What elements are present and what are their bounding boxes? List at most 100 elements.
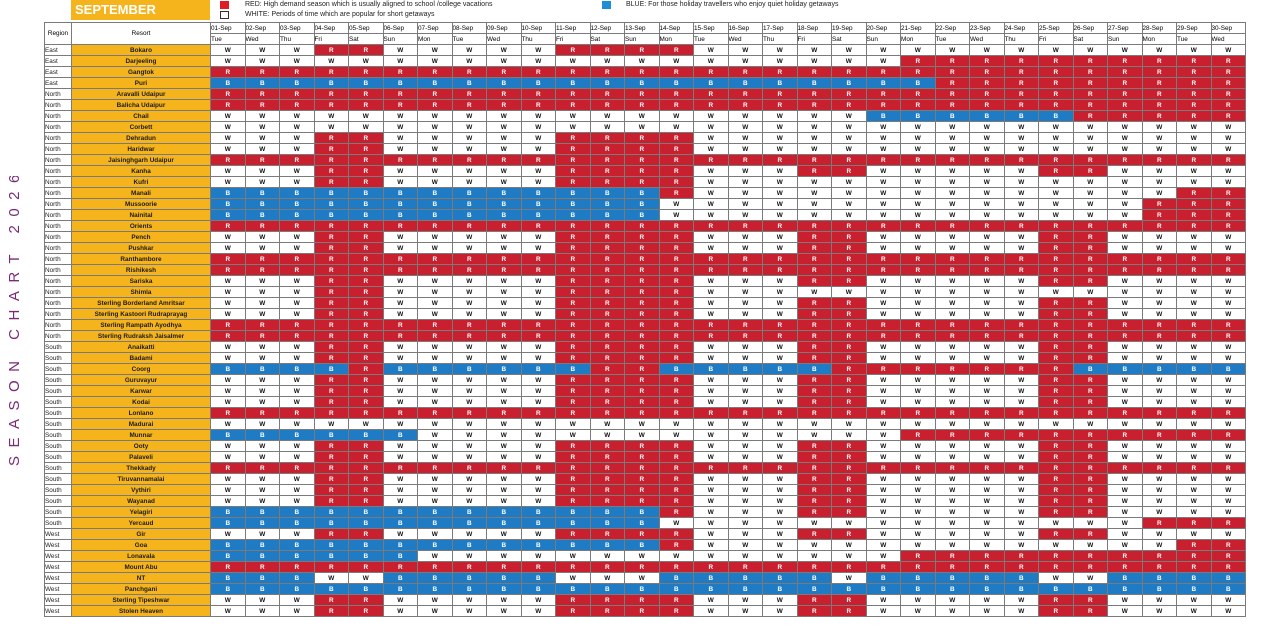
season-cell: W <box>1210 121 1246 133</box>
season-cell: W <box>382 286 418 298</box>
season-cell: W <box>1003 440 1039 452</box>
season-cell: B <box>244 550 280 562</box>
season-cell: R <box>658 297 694 309</box>
season-cell: W <box>486 341 522 353</box>
season-cell: W <box>1141 308 1177 320</box>
season-cell: R <box>969 99 1005 111</box>
season-cell: W <box>279 396 315 408</box>
season-cell: W <box>796 286 832 298</box>
season-cell: R <box>1210 99 1246 111</box>
season-cell: R <box>1072 220 1108 232</box>
season-cell: W <box>451 451 487 463</box>
season-cell: R <box>279 407 315 419</box>
season-cell: W <box>382 308 418 320</box>
season-cell: R <box>1003 220 1039 232</box>
resort-row: North Rishikesh R R R R R R R R R R R R R R R R R R R R R R R R R R… <box>44 264 1246 276</box>
season-cell: W <box>382 242 418 254</box>
resort-row: North Kufri W W W R R W W W W W R R R R W W W W W W W W W W W W W W W W <box>44 176 1246 188</box>
resort-name-cell: Mussoorie <box>71 198 211 210</box>
season-cell: W <box>1141 473 1177 485</box>
resort-name-cell: Ooty <box>71 440 211 452</box>
season-cell: R <box>796 473 832 485</box>
season-cell: W <box>486 440 522 452</box>
season-cell: B <box>451 572 487 584</box>
resort-name-cell: Jaisinghgarh Udaipur <box>71 154 211 166</box>
season-cell: W <box>865 143 901 155</box>
season-cell: W <box>1003 495 1039 507</box>
season-cell: W <box>831 550 867 562</box>
season-cell: W <box>451 242 487 254</box>
season-cell: R <box>348 286 384 298</box>
season-cell: W <box>900 528 936 540</box>
season-cell: R <box>624 176 660 188</box>
season-cell: R <box>1107 561 1143 573</box>
season-cell: R <box>762 462 798 474</box>
season-cell: W <box>1107 528 1143 540</box>
season-cell: W <box>451 308 487 320</box>
weekday-header: Mon <box>658 33 694 45</box>
season-cell: W <box>417 176 453 188</box>
season-cell: R <box>555 451 591 463</box>
season-cell: R <box>727 88 763 100</box>
season-cell: W <box>762 429 798 441</box>
season-cell: W <box>865 484 901 496</box>
season-cell: R <box>1107 77 1143 89</box>
season-cell: B <box>313 550 349 562</box>
season-cell: W <box>762 385 798 397</box>
season-cell: B <box>244 187 280 199</box>
date-header: 26-Sep <box>1072 22 1108 34</box>
season-cell: R <box>934 99 970 111</box>
season-cell: R <box>1210 110 1246 122</box>
season-cell: R <box>1072 253 1108 265</box>
season-cell: R <box>313 374 349 386</box>
weekday-header: Thu <box>279 33 315 45</box>
season-cell: W <box>1176 242 1212 254</box>
season-cell: W <box>382 143 418 155</box>
season-cell: R <box>658 187 694 199</box>
season-cell: W <box>279 484 315 496</box>
resort-row: North Balicha Udaipur R R R R R R R R R R R R R R R R R R R R… <box>44 99 1246 111</box>
season-cell: R <box>348 440 384 452</box>
season-cell: R <box>658 451 694 463</box>
season-cell: W <box>1141 396 1177 408</box>
season-cell: R <box>658 264 694 276</box>
season-cell: W <box>865 286 901 298</box>
season-cell: R <box>313 319 349 331</box>
season-cell: R <box>1176 330 1212 342</box>
season-cell: W <box>969 506 1005 518</box>
season-cell: W <box>279 44 315 56</box>
season-cell: W <box>1038 517 1074 529</box>
season-cell: W <box>313 110 349 122</box>
season-cell: R <box>348 330 384 342</box>
season-cell: W <box>417 528 453 540</box>
season-cell: W <box>244 121 280 133</box>
season-cell: W <box>900 143 936 155</box>
season-cell: W <box>693 385 729 397</box>
resort-row: West Gir W W W R R W W W W W R R R R W W W R R W W W W W R R W W W W <box>44 528 1246 540</box>
resort-row: South Madurai W W W W W W W W W W W W W W W W W W W W W W W W W W W W… <box>44 418 1246 430</box>
region-cell: North <box>44 143 72 155</box>
season-cell: R <box>1141 88 1177 100</box>
resort-name-cell: Anaikatti <box>71 341 211 353</box>
season-cell: R <box>727 220 763 232</box>
season-cell: B <box>1141 572 1177 584</box>
season-cell: R <box>589 132 625 144</box>
season-cell: W <box>934 484 970 496</box>
season-cell: W <box>762 528 798 540</box>
season-cell: W <box>693 473 729 485</box>
season-cell: R <box>1038 297 1074 309</box>
season-cell: R <box>210 561 246 573</box>
weekday-header: Sun <box>624 33 660 45</box>
season-cell: R <box>1038 220 1074 232</box>
resort-header: Resort <box>71 22 211 45</box>
season-cell: W <box>382 528 418 540</box>
season-cell: W <box>244 374 280 386</box>
season-cell: R <box>1141 198 1177 210</box>
season-cell: R <box>658 495 694 507</box>
season-cell: W <box>934 176 970 188</box>
season-cell: W <box>1176 297 1212 309</box>
season-cell: R <box>417 99 453 111</box>
season-cell: B <box>520 77 556 89</box>
season-cell: R <box>865 462 901 474</box>
season-cell: W <box>727 594 763 606</box>
